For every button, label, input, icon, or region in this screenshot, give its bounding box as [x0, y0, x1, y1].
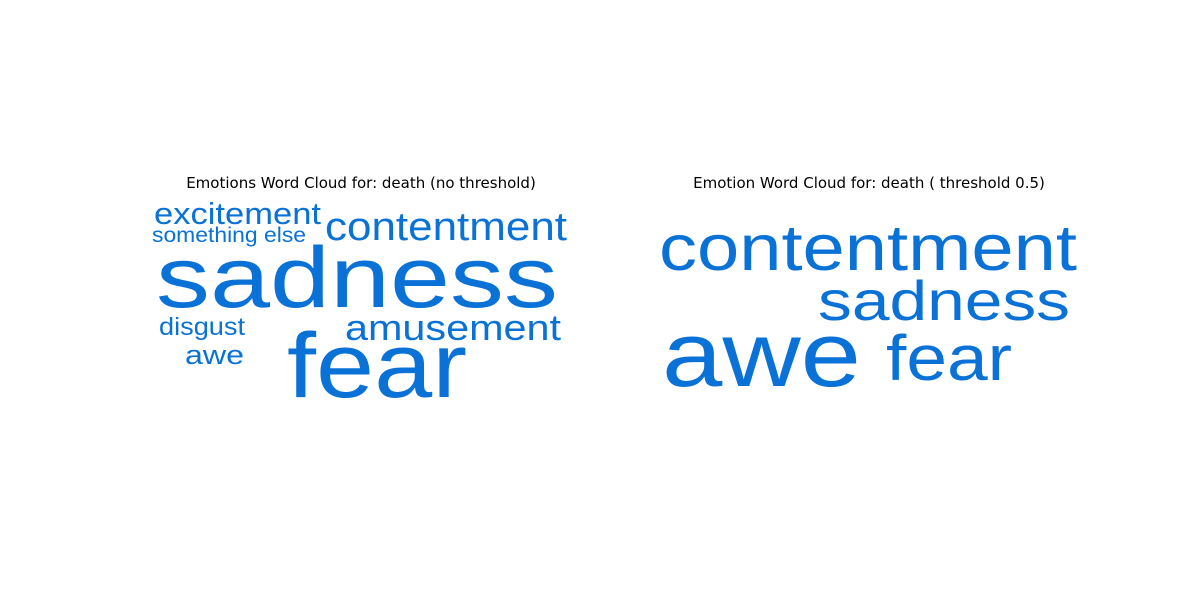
word-something-else: something else: [152, 224, 306, 247]
panel-title-no-threshold: Emotions Word Cloud for: death (no thres…: [186, 174, 536, 192]
word-disgust: disgust: [159, 313, 245, 341]
word-awe: awe: [185, 340, 244, 370]
word-sadness: sadness: [818, 269, 1070, 332]
word-fear: fear: [287, 315, 467, 417]
word-sadness: sadness: [156, 230, 558, 326]
word-contentment: contentment: [659, 211, 1077, 284]
word-awe: awe: [662, 304, 861, 406]
word-amusement: amusement: [345, 307, 561, 348]
word-fear: fear: [886, 322, 1012, 394]
word-contentment: contentment: [325, 205, 567, 249]
word-excitement: excitement: [154, 196, 321, 231]
panel-title-threshold: Emotion Word Cloud for: death ( threshol…: [693, 174, 1045, 192]
